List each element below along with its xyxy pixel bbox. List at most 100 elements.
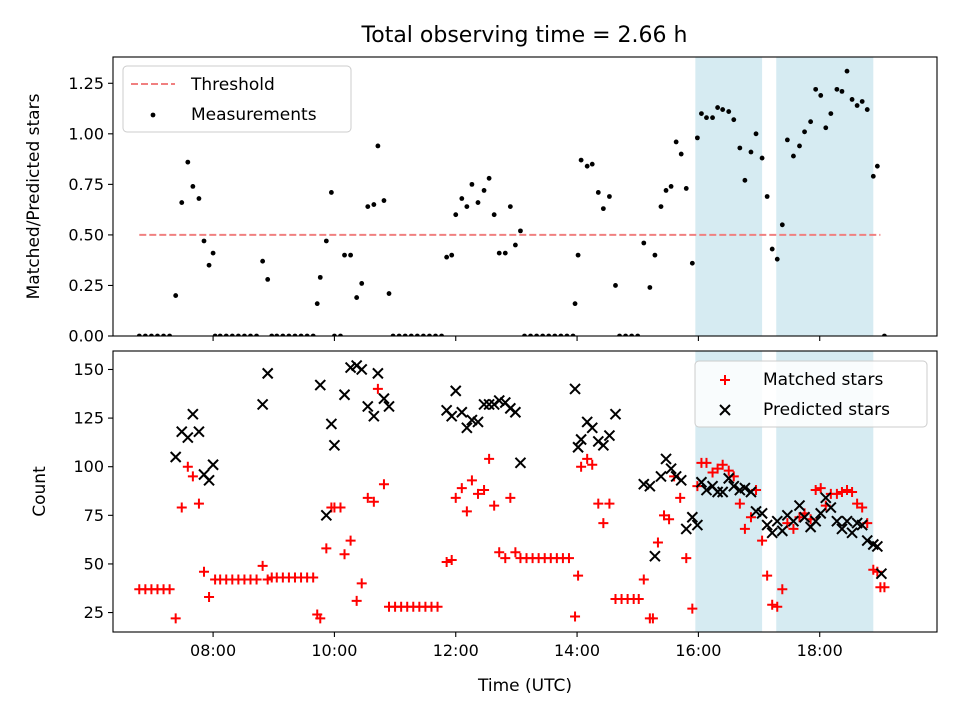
data-point xyxy=(759,155,765,161)
data-point xyxy=(179,200,185,205)
data-point xyxy=(573,570,584,581)
data-point xyxy=(613,283,618,288)
data-point xyxy=(836,523,848,535)
data-point xyxy=(328,190,334,195)
data-point xyxy=(720,375,730,385)
data-point xyxy=(761,519,773,531)
data-point xyxy=(762,570,773,581)
bottom-axes: 25 50 75 100 125 150 08:00 10:00 12:00 14:00 16:00… xyxy=(73,350,938,660)
data-point xyxy=(644,480,656,492)
data-point xyxy=(771,515,783,527)
y-tick-label: 150 xyxy=(73,360,104,379)
data-point xyxy=(402,333,408,336)
data-point xyxy=(563,553,574,564)
data-point xyxy=(464,204,470,210)
data-point xyxy=(623,333,628,336)
data-point xyxy=(726,109,732,114)
data-point xyxy=(381,198,387,203)
data-point xyxy=(335,502,346,513)
data-point xyxy=(546,333,552,336)
data-point xyxy=(764,194,770,199)
data-point xyxy=(298,333,304,336)
y-tick-label: 0.75 xyxy=(68,175,104,194)
legend-measurements-swatch xyxy=(150,112,156,118)
data-point xyxy=(265,276,271,282)
legend-box xyxy=(122,65,352,133)
data-point xyxy=(719,404,731,416)
data-point xyxy=(802,129,807,135)
legend-threshold-label: Threshold xyxy=(190,75,275,95)
legend-matched-label: Matched stars xyxy=(763,370,883,390)
data-point xyxy=(155,333,160,336)
data-point xyxy=(446,555,457,566)
data-point xyxy=(439,333,444,336)
data-point xyxy=(707,467,718,478)
data-point xyxy=(774,256,780,262)
data-point xyxy=(810,485,821,496)
data-point xyxy=(142,333,148,336)
data-point xyxy=(756,507,768,520)
data-point xyxy=(176,502,187,513)
data-point xyxy=(687,603,698,614)
data-point xyxy=(248,333,253,336)
data-point xyxy=(689,260,695,266)
data-point xyxy=(809,515,822,527)
data-point xyxy=(793,499,806,512)
data-point xyxy=(514,457,527,469)
data-point xyxy=(481,188,487,193)
x-tick-label: 14:00 xyxy=(554,641,600,660)
data-point xyxy=(604,498,615,509)
data-point xyxy=(584,163,590,169)
y-tick-label: 75 xyxy=(84,506,104,525)
data-point xyxy=(609,408,622,420)
shaded-span xyxy=(695,57,763,336)
data-point xyxy=(261,367,274,380)
data-point xyxy=(575,433,587,446)
data-point xyxy=(668,183,674,189)
data-point xyxy=(466,475,477,486)
data-point xyxy=(681,553,692,564)
data-point xyxy=(427,333,432,336)
data-point xyxy=(461,422,473,434)
data-point xyxy=(569,383,581,395)
data-point xyxy=(461,506,472,517)
data-point xyxy=(647,613,658,624)
data-point xyxy=(500,553,511,564)
data-point xyxy=(797,143,802,149)
data-point xyxy=(173,293,179,298)
data-point xyxy=(351,595,362,606)
data-point xyxy=(432,601,443,612)
data-point xyxy=(256,398,269,411)
x-tick-label: 18:00 xyxy=(797,641,843,660)
data-point xyxy=(852,498,863,509)
data-point xyxy=(570,333,576,336)
data-point xyxy=(825,501,837,514)
data-point xyxy=(449,252,455,258)
data-point xyxy=(339,549,350,560)
data-point xyxy=(456,483,467,494)
legend-predicted-label: Predicted stars xyxy=(763,400,890,420)
data-point xyxy=(456,406,468,418)
data-point xyxy=(587,459,598,470)
data-point xyxy=(710,115,715,121)
data-point xyxy=(444,254,450,260)
data-point xyxy=(879,582,890,593)
data-point xyxy=(210,250,216,256)
bottom-legend: Matched stars Predicted stars xyxy=(694,360,928,428)
data-point xyxy=(607,194,612,199)
data-point xyxy=(167,333,173,336)
data-point xyxy=(734,498,745,509)
data-point xyxy=(784,137,790,143)
data-point xyxy=(660,453,672,465)
data-point xyxy=(342,252,347,258)
data-point xyxy=(304,333,310,336)
data-point xyxy=(712,463,723,474)
data-point xyxy=(383,400,395,413)
data-point xyxy=(502,250,508,256)
data-point xyxy=(328,439,341,452)
data-point xyxy=(663,188,669,193)
data-point xyxy=(871,540,884,553)
data-point xyxy=(478,398,490,411)
data-point xyxy=(842,485,853,496)
